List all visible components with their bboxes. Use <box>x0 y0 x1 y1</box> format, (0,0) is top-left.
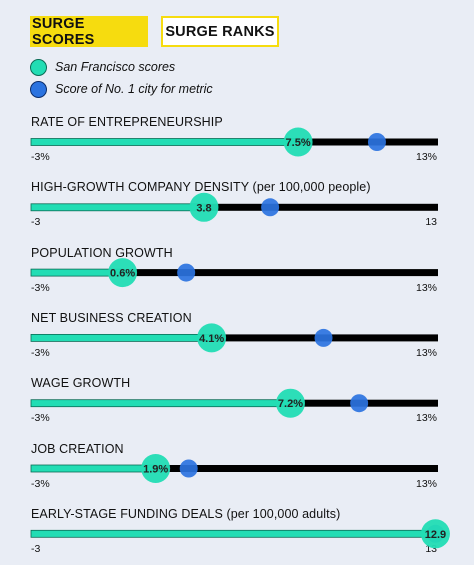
sf-score-dot <box>141 454 171 483</box>
sf-score-label: 0.6% <box>110 268 135 280</box>
top-city-dot <box>367 133 386 151</box>
axis-min-tick-label: -3% <box>31 151 50 163</box>
sf-score-label: 1.9% <box>143 464 168 476</box>
sf-score-dot <box>108 258 138 288</box>
top-city-dot <box>426 524 445 543</box>
track-bar <box>31 530 438 538</box>
sf-score-dot <box>197 323 227 353</box>
tab-surge-ranks[interactable]: SURGE RANKS <box>161 16 279 47</box>
sf-fill-bar <box>30 529 436 538</box>
sf-fill-bar <box>30 464 157 473</box>
track-bar <box>31 399 438 407</box>
top-city-dot <box>314 328 333 347</box>
axis-max-tick-label: 13% <box>415 346 437 359</box>
top-city-dot <box>350 394 369 413</box>
axis-min-tick-label: -3 <box>31 542 41 555</box>
sf-score-label: 12.9 <box>425 529 446 541</box>
axis-max-tick-label: 13 <box>425 542 437 555</box>
axis-max-tick-label: 13% <box>415 281 437 294</box>
top-city-dot <box>261 198 280 217</box>
axis-max-tick-label: 13% <box>415 151 437 163</box>
legend-top-dot-icon <box>30 80 47 98</box>
sf-fill-bar <box>30 138 299 146</box>
top-city-dot <box>177 263 196 282</box>
legend-label-top-city: Score of No. 1 city for metric <box>55 82 213 96</box>
sf-score-dot <box>283 127 313 157</box>
metric-row: 7.2% <box>30 388 438 418</box>
sf-fill-bar <box>30 333 213 342</box>
axis-max-tick-label: 13% <box>415 477 437 490</box>
sf-fill-bar <box>30 399 291 408</box>
sf-score-label: 7.2% <box>278 398 303 410</box>
axis-min-tick-label: -3 <box>31 216 41 229</box>
metric-row: 12.9 <box>30 519 450 549</box>
top-city-dot <box>179 459 198 478</box>
legend-item-sf: San Francisco scores <box>30 57 175 77</box>
axis-min-tick-label: -3% <box>31 346 50 359</box>
track-bar <box>31 269 438 277</box>
sf-score-dot <box>275 388 305 418</box>
legend-item-top-city: Score of No. 1 city for metric <box>30 79 213 99</box>
sf-score-label: 4.1% <box>199 333 224 345</box>
sf-fill-bar <box>30 203 205 212</box>
legend-sf-dot-icon <box>30 58 47 76</box>
track-bar <box>31 334 438 342</box>
track-bar <box>31 465 438 472</box>
metric-title: POPULATION GROWTH <box>31 245 173 260</box>
metric-row: 3.8 <box>30 192 438 222</box>
track-bar <box>31 203 438 211</box>
axis-min-tick-label: -3% <box>31 477 50 490</box>
tab-surge-scores[interactable]: SURGE SCORES <box>30 16 148 48</box>
axis-min-tick-label: -3% <box>31 412 50 425</box>
sf-score-dot <box>189 192 219 222</box>
metric-title: NET BUSINESS CREATION <box>31 310 192 325</box>
metric-title: EARLY-STAGE FUNDING DEALS (per 100,000 a… <box>31 506 341 521</box>
track-bar <box>31 138 438 146</box>
axis-max-tick-label: 13% <box>415 412 437 425</box>
axis-max-tick-label: 13 <box>425 216 437 229</box>
legend-label-sf: San Francisco scores <box>55 60 176 74</box>
sf-fill-bar <box>30 268 123 277</box>
metric-row: 4.1% <box>30 323 438 353</box>
metric-title: JOB CREATION <box>31 441 124 456</box>
metric-row: 7.5% <box>30 127 438 157</box>
sf-score-label: 3.8 <box>196 202 211 214</box>
axis-min-tick-label: -3% <box>31 281 50 294</box>
metric-row: 1.9% <box>30 454 438 483</box>
metric-title: RATE OF ENTREPRENEURSHIP <box>31 115 223 129</box>
metric-title: WAGE GROWTH <box>31 376 131 391</box>
sf-score-label: 7.5% <box>286 137 311 149</box>
metric-title: HIGH-GROWTH COMPANY DENSITY (per 100,000… <box>31 180 371 195</box>
metric-row: 0.6% <box>30 258 438 288</box>
